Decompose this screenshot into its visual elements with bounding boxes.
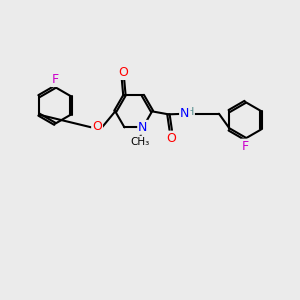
Text: O: O xyxy=(166,132,176,145)
Text: H: H xyxy=(186,107,194,117)
Text: F: F xyxy=(51,73,58,86)
Text: N: N xyxy=(180,107,190,120)
Text: N: N xyxy=(138,121,148,134)
Text: CH₃: CH₃ xyxy=(130,136,149,147)
Text: O: O xyxy=(92,120,102,133)
Text: F: F xyxy=(242,140,249,153)
Text: O: O xyxy=(118,66,128,79)
